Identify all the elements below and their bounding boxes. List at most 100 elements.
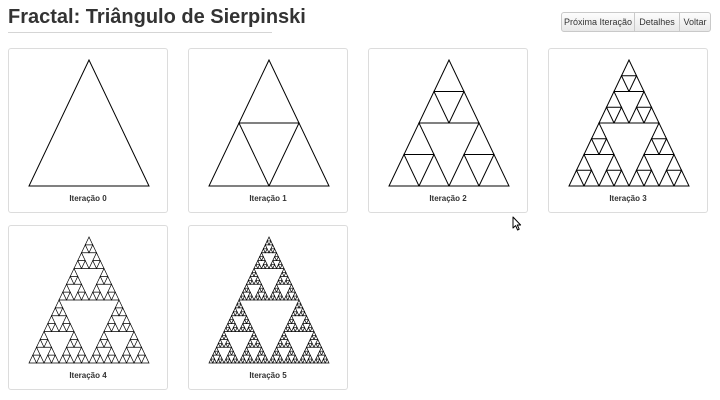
sub-triangle <box>270 354 276 360</box>
sub-triangle <box>275 295 281 301</box>
sub-triangle <box>317 350 323 356</box>
sub-triangle <box>305 326 311 332</box>
sub-triangle <box>262 244 268 250</box>
sub-triangle <box>92 346 101 356</box>
iteration-card: Iteração 4 <box>8 225 168 390</box>
sub-triangle <box>229 314 234 321</box>
sub-triangle <box>240 307 246 313</box>
sub-triangle <box>28 59 150 187</box>
sub-triangle <box>635 153 653 171</box>
sub-triangle <box>103 275 113 285</box>
sub-triangle <box>244 283 249 289</box>
sub-triangle <box>302 318 308 324</box>
sub-triangle <box>613 74 630 92</box>
sub-triangle <box>58 354 68 364</box>
sub-triangle <box>225 322 231 328</box>
sub-triangle <box>257 350 263 356</box>
sub-triangle <box>275 342 281 348</box>
iteration-card: Iteração 0 <box>8 48 168 213</box>
sub-triangle <box>255 275 261 281</box>
sub-triangle <box>283 342 289 348</box>
sub-triangle <box>307 322 313 328</box>
sub-triangle <box>107 346 116 356</box>
sub-triangle <box>302 326 308 332</box>
sub-triangle <box>403 121 435 155</box>
sub-triangle <box>255 338 261 344</box>
sub-triangle <box>285 291 291 297</box>
sub-triangle <box>272 287 278 293</box>
sub-triangle <box>242 350 248 356</box>
sub-triangle <box>50 322 60 332</box>
iteration-card: Iteração 5 <box>188 225 348 390</box>
sub-triangle <box>227 350 233 356</box>
sub-triangle <box>281 330 287 336</box>
sub-triangle <box>275 255 281 261</box>
sub-triangle <box>73 275 83 285</box>
sub-triangle <box>304 346 309 352</box>
sub-triangle <box>62 314 71 324</box>
sub-triangle <box>245 287 251 293</box>
sub-triangle <box>69 267 79 277</box>
sub-triangle <box>287 295 293 301</box>
sub-triangle <box>275 279 281 285</box>
sub-triangle <box>251 330 257 336</box>
sub-triangle <box>35 338 45 348</box>
sub-triangle <box>260 350 266 356</box>
sub-triangle <box>257 279 263 285</box>
sub-triangle <box>290 318 296 324</box>
sub-triangle <box>249 342 255 348</box>
sub-triangle <box>249 334 255 340</box>
iteration-label: Iteração 2 <box>429 194 467 203</box>
sub-triangle <box>253 342 259 348</box>
sub-triangle <box>223 326 229 332</box>
sub-triangle <box>260 247 266 254</box>
sub-triangle <box>39 330 49 340</box>
next-iteration-button[interactable]: Próxima Iteração <box>561 12 635 32</box>
sub-triangle <box>302 350 308 356</box>
sub-triangle <box>598 137 615 155</box>
back-button[interactable]: Voltar <box>679 12 711 32</box>
sub-triangle <box>264 295 270 301</box>
sub-triangle <box>77 251 86 261</box>
sub-triangle <box>65 275 75 285</box>
sub-triangle <box>418 90 450 124</box>
sub-triangle <box>234 358 240 364</box>
sub-triangle <box>290 295 296 301</box>
sub-triangle <box>448 90 480 124</box>
sub-triangle <box>80 291 90 301</box>
sub-triangle <box>73 259 83 269</box>
sub-triangle <box>73 338 83 348</box>
sub-triangle <box>292 354 298 360</box>
sub-triangle <box>230 310 236 317</box>
sub-triangle <box>287 318 293 324</box>
sub-triangle <box>95 291 105 301</box>
sub-triangle <box>313 358 319 364</box>
sub-triangle <box>227 358 233 364</box>
sub-triangle <box>249 279 255 285</box>
sub-triangle <box>275 358 281 364</box>
sub-triangle <box>272 263 278 269</box>
sub-triangle <box>268 295 274 301</box>
sub-triangle <box>317 342 323 348</box>
sub-triangle <box>77 346 86 356</box>
sub-triangle <box>260 287 266 293</box>
mouse-cursor-icon <box>512 216 522 231</box>
sub-triangle <box>298 326 304 332</box>
sub-triangle <box>283 279 289 285</box>
sub-triangle <box>317 358 323 364</box>
sub-triangle <box>598 169 615 187</box>
details-button[interactable]: Detalhes <box>634 12 680 32</box>
sub-triangle <box>77 283 86 293</box>
sub-triangle <box>125 338 135 348</box>
sub-triangle <box>234 303 240 309</box>
sub-triangle <box>62 283 71 293</box>
sub-triangle <box>643 106 660 124</box>
sub-triangle <box>122 314 131 324</box>
sub-triangle <box>313 342 319 348</box>
sub-triangle <box>287 350 293 356</box>
sub-triangle <box>253 358 259 364</box>
sub-triangle <box>287 279 293 285</box>
sub-triangle <box>223 358 229 364</box>
sub-triangle <box>292 322 298 328</box>
sub-triangle <box>305 358 311 364</box>
